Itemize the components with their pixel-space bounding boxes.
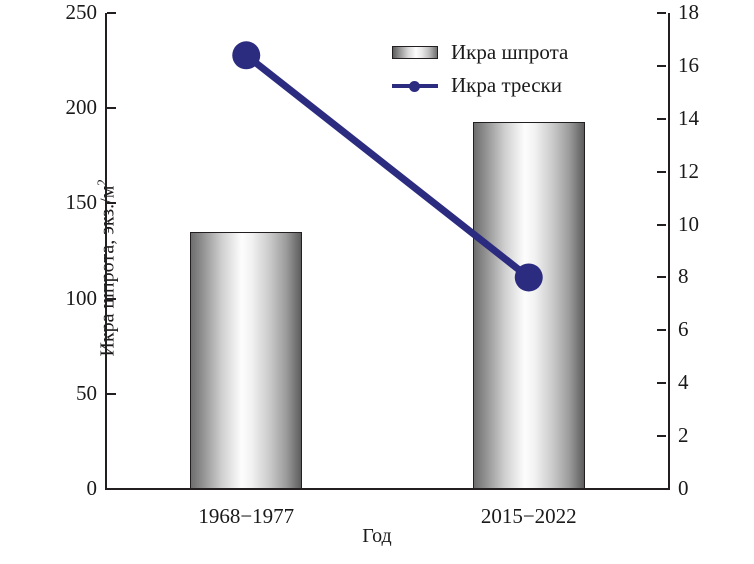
y-axis-right-tick-label: 0	[678, 476, 689, 500]
x-axis-line	[105, 488, 670, 490]
y-axis-left-tick-label: 0	[86, 476, 98, 500]
y-axis-left-tick	[107, 488, 116, 490]
y-axis-right-tick	[657, 223, 666, 226]
y-axis-left-tick	[107, 392, 116, 395]
y-axis-right-tick	[657, 117, 666, 120]
y-axis-left-tick	[107, 107, 116, 110]
y-axis-left-tick	[107, 202, 116, 205]
x-axis-category-label: 1968−1977	[198, 504, 295, 528]
y-axis-right-tick	[657, 170, 666, 173]
y-axis-right-tick	[657, 488, 666, 490]
y-axis-right-tick-label: 4	[678, 370, 689, 395]
y-axis-right-tick-label: 10	[678, 211, 699, 236]
legend-swatch-bar	[392, 46, 438, 59]
y-axis-right-tick	[657, 435, 666, 438]
bar	[472, 121, 585, 489]
x-axis-title: Год	[362, 525, 392, 547]
y-axis-right-tick	[657, 12, 666, 14]
y-axis-right-tick	[657, 64, 666, 67]
y-axis-right-tick	[657, 382, 666, 385]
legend-item[interactable]: Икра шпрота	[392, 36, 568, 69]
bar	[190, 231, 303, 489]
legend-swatch-line	[392, 79, 438, 92]
y-axis-right-tick	[657, 329, 666, 332]
y-axis-right-tick-label: 6	[678, 317, 689, 342]
y-axis-left-tick-label: 150	[65, 190, 98, 215]
line-marker	[232, 41, 261, 70]
y-axis-right-line	[668, 13, 670, 490]
chart-legend: Икра шпрота Икра трески	[392, 36, 568, 102]
y-axis-right-tick-label: 12	[678, 158, 699, 183]
y-axis-left-tick	[107, 12, 116, 14]
legend-item-label: Икра трески	[451, 73, 562, 97]
y-axis-right-tick-label: 14	[678, 105, 699, 130]
y-axis-left-tick-label: 200	[65, 95, 98, 120]
y-axis-left-line	[105, 13, 107, 490]
y-axis-right-tick-label: 2	[678, 423, 689, 448]
y-axis-right-tick-label: 18	[678, 0, 699, 24]
y-axis-right-tick-label: 16	[678, 52, 699, 77]
plot-area: 0 50 100 150 200 250 0 2 4 6 8 10 12 14 16 18	[66, 2, 700, 499]
line-series-group	[232, 41, 543, 292]
line-path	[242, 51, 533, 281]
x-axis-category-label: 2015−2022	[480, 504, 577, 528]
y-axis-right-tick-label: 8	[678, 264, 689, 289]
line-markers	[232, 41, 543, 292]
line-marker	[514, 263, 543, 292]
y-axis-left-tick-label: 250	[65, 0, 98, 24]
y-axis-left-tick	[107, 297, 116, 300]
legend-item[interactable]: Икра трески	[392, 69, 568, 102]
y-axis-left-tick-label: 50	[76, 380, 97, 405]
legend-item-label: Икра шпрота	[451, 40, 569, 64]
y-axis-left-tick-label: 100	[65, 285, 98, 310]
y-axis-right-tick	[657, 276, 666, 279]
